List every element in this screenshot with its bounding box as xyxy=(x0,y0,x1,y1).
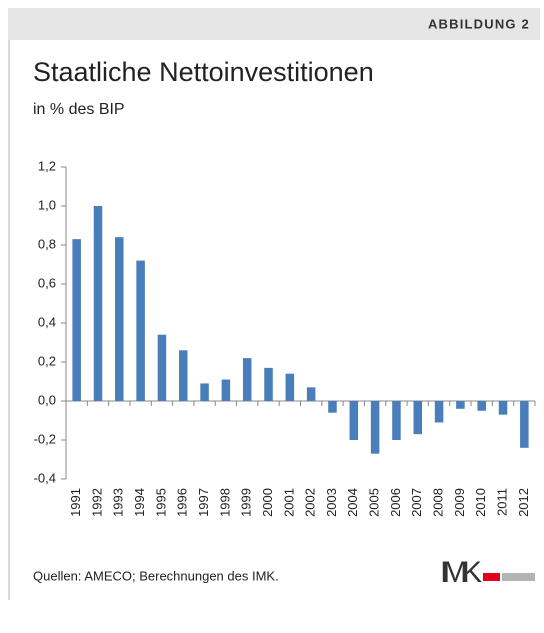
bar xyxy=(200,383,209,401)
bar xyxy=(413,401,423,435)
bar xyxy=(370,401,380,454)
x-tick-label: 2010 xyxy=(473,488,488,517)
logo-gray xyxy=(502,573,535,581)
bar xyxy=(72,239,81,401)
header-label: ABBILDUNG 2 xyxy=(428,16,530,31)
logo-red xyxy=(483,573,500,581)
bar xyxy=(285,373,295,401)
x-tick-label: 1995 xyxy=(153,488,168,517)
x-tick-label: 1998 xyxy=(217,488,232,517)
y-tick-label: 0,0 xyxy=(38,392,56,407)
x-tick-label: 1999 xyxy=(239,488,254,517)
y-tick-label: 0,2 xyxy=(38,353,56,368)
x-tick-label: 1996 xyxy=(175,488,190,517)
y-tick-label: -0,4 xyxy=(34,470,56,485)
x-tick-label: 2000 xyxy=(260,488,275,517)
bar xyxy=(306,387,316,401)
bar xyxy=(157,334,167,401)
bar xyxy=(221,379,231,401)
x-tick-label: 2011 xyxy=(494,488,509,516)
y-tick-label: 0,6 xyxy=(38,275,56,290)
y-tick-label: 0,8 xyxy=(38,236,56,251)
x-tick-label: 2003 xyxy=(324,488,339,517)
logo: IMK xyxy=(440,556,482,589)
bar xyxy=(477,401,486,411)
y-tick-label: 1,0 xyxy=(38,197,56,212)
x-tick-label: 1991 xyxy=(68,488,83,517)
bar xyxy=(434,401,444,423)
y-tick-label: -0,2 xyxy=(34,431,56,446)
bar xyxy=(456,401,465,409)
bar xyxy=(264,367,273,401)
x-tick-label: 2004 xyxy=(345,488,360,517)
y-tick-label: 0,4 xyxy=(38,314,56,329)
header-band xyxy=(8,8,540,40)
bar xyxy=(328,401,337,413)
bar xyxy=(242,358,252,401)
x-tick-label: 2007 xyxy=(409,488,424,517)
bar xyxy=(520,401,529,448)
x-tick-label: 2006 xyxy=(388,488,403,517)
x-tick-label: 2008 xyxy=(431,488,446,517)
chart-title: Staatliche Nettoinvestitionen xyxy=(33,57,374,87)
x-tick-label: 1997 xyxy=(196,488,211,517)
bar xyxy=(93,206,103,401)
bar xyxy=(498,401,508,415)
x-tick-label: 2005 xyxy=(367,488,382,517)
x-tick-label: 2009 xyxy=(452,488,467,517)
chart-subtitle: in % des BIP xyxy=(33,101,125,118)
x-tick-label: 2012 xyxy=(516,488,531,517)
bar xyxy=(136,260,145,401)
bar xyxy=(349,401,359,440)
x-tick-label: 2002 xyxy=(303,488,318,517)
y-tick-label: 1,2 xyxy=(38,158,56,173)
x-tick-label: 2001 xyxy=(281,488,296,517)
x-tick-label: 1994 xyxy=(132,488,147,517)
x-tick-label: 1992 xyxy=(89,488,104,517)
bar xyxy=(178,350,188,401)
bar xyxy=(115,237,124,401)
x-tick-label: 1993 xyxy=(111,488,126,517)
bar xyxy=(392,401,401,440)
source: Quellen: AMECO; Berechnungen des IMK. xyxy=(33,568,279,583)
